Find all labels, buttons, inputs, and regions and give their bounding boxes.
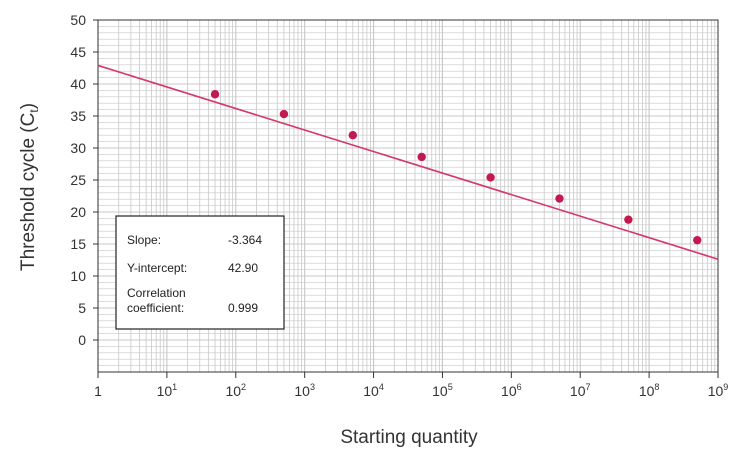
data-point xyxy=(279,109,289,119)
y-tick-label: 30 xyxy=(70,140,86,156)
x-axis: 1 101 102 103 104 105 106 107 108 109 xyxy=(94,372,728,399)
y-axis-title-main: Threshold cycle (C xyxy=(18,113,39,271)
x-tick-label: 104 xyxy=(363,382,384,399)
intercept-value: 42.90 xyxy=(228,261,258,275)
y-tick-label: 20 xyxy=(70,204,86,220)
y-tick-label: 40 xyxy=(70,76,86,92)
y-tick-label: 25 xyxy=(70,172,86,188)
x-tick-label: 109 xyxy=(708,382,729,399)
y-tick-label: 50 xyxy=(70,12,86,28)
data-point xyxy=(417,152,426,162)
slope-label: Slope: xyxy=(127,233,161,247)
x-tick-label: 101 xyxy=(157,382,178,399)
y-tick-label: 35 xyxy=(70,108,86,124)
plot-frame xyxy=(97,19,719,373)
y-axis-title-subscript: t xyxy=(27,109,41,113)
stats-box: Slope: -3.364 Y-intercept: 42.90 Correla… xyxy=(115,215,285,330)
y-axis-title: Threshold cycle (Ct) xyxy=(18,103,41,271)
x-tick-label: 106 xyxy=(501,382,522,399)
data-series xyxy=(97,64,719,260)
data-point xyxy=(486,173,495,182)
y-tick-label: 45 xyxy=(70,44,86,60)
x-tick-label: 108 xyxy=(639,382,660,399)
data-point xyxy=(693,235,702,245)
slope-value: -3.364 xyxy=(228,233,262,247)
x-tick-label: 1 xyxy=(94,383,102,399)
y-axis-title-close: ) xyxy=(18,103,39,109)
x-tick-label: 107 xyxy=(570,382,591,399)
intercept-label: Y-intercept: xyxy=(127,261,187,275)
x-axis-title: Starting quantity xyxy=(340,427,478,448)
correlation-label-line2: coefficient: xyxy=(127,301,184,315)
regression-line xyxy=(97,64,719,260)
y-tick-label: 5 xyxy=(78,300,86,316)
data-point xyxy=(555,194,564,203)
data-point xyxy=(624,215,633,224)
x-tick-label: 103 xyxy=(294,382,315,399)
data-point xyxy=(348,131,358,140)
data-point xyxy=(210,90,220,99)
y-tick-label: 15 xyxy=(70,236,86,252)
y-tick-label: 0 xyxy=(78,332,86,348)
x-tick-label: 102 xyxy=(225,382,246,399)
correlation-label-line1: Correlation xyxy=(127,286,186,300)
correlation-value: 0.999 xyxy=(228,301,258,315)
stats-box-frame xyxy=(115,215,285,330)
x-tick-label: 105 xyxy=(432,382,453,399)
y-tick-label: 10 xyxy=(70,268,86,284)
y-axis: 0 5 10 15 20 25 30 35 40 45 50 xyxy=(70,12,98,348)
